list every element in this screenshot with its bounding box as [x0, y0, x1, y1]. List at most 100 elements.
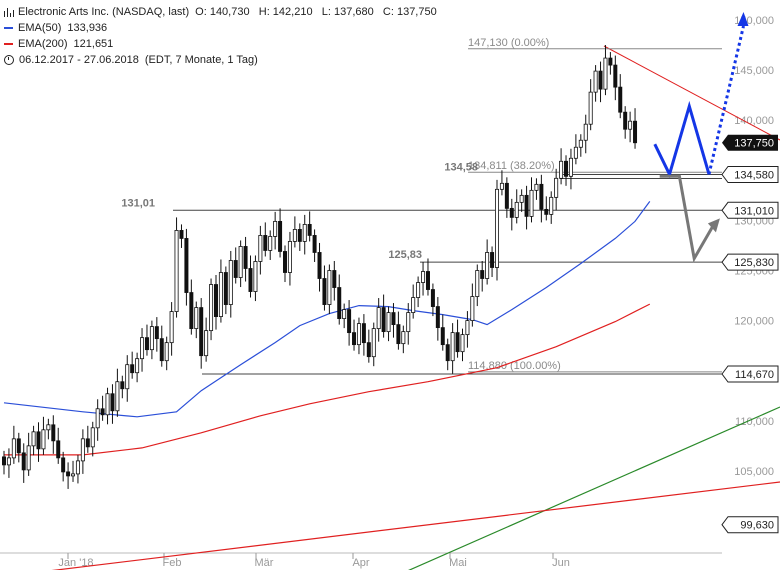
price-tag-box — [721, 365, 779, 383]
candle-body — [2, 456, 7, 466]
candle-body — [228, 260, 233, 305]
price-tag-box — [721, 253, 779, 271]
x-tick-label: Mär — [255, 557, 274, 569]
candle-body — [608, 57, 613, 66]
candle-body — [573, 146, 578, 159]
candle-body — [514, 201, 519, 218]
red-long-trendline — [39, 481, 780, 573]
candle-body — [31, 431, 36, 447]
candle-body — [194, 307, 199, 330]
candle-body — [16, 438, 21, 454]
candle-body — [140, 337, 145, 360]
candle-body — [416, 282, 421, 298]
candle-body — [317, 252, 322, 279]
ema200-line — [4, 303, 651, 456]
green-trendline — [404, 406, 780, 573]
candle-body — [613, 64, 618, 88]
chart-info: (EDT, 7 Monate, 1 Tag) — [144, 54, 258, 66]
date-range: 06.12.2017 - 27.06.2018 — [19, 54, 139, 66]
candle-body — [204, 330, 209, 357]
candle-body — [391, 312, 396, 326]
candle-body — [21, 452, 26, 471]
candle-body — [233, 260, 238, 278]
candle-body — [376, 307, 381, 330]
candle-body — [480, 270, 485, 279]
candle-body — [583, 123, 588, 141]
candle-body — [71, 473, 76, 477]
candle-body — [352, 332, 357, 346]
candle-body — [223, 272, 228, 305]
candle-body — [144, 337, 149, 351]
candle-body — [559, 160, 564, 179]
candle-body — [386, 312, 391, 333]
candle-body — [283, 251, 288, 273]
x-tick-label: Feb — [163, 557, 182, 569]
candle-body — [179, 230, 184, 239]
candle-body — [504, 182, 509, 209]
candle-body — [248, 268, 253, 292]
candle-body — [322, 278, 327, 305]
sr-label: 131,01 — [121, 197, 155, 209]
candle-body — [534, 183, 539, 191]
bearish-arrowhead — [707, 218, 720, 233]
candle-body — [120, 381, 125, 390]
candle-body — [411, 297, 416, 313]
candle-body — [396, 324, 401, 345]
candle-body — [268, 236, 273, 251]
candle-body — [75, 460, 80, 475]
candle-body — [302, 224, 307, 242]
candle-body — [475, 270, 480, 297]
price-tag-text: 131,010 — [734, 205, 774, 217]
candle-body — [11, 438, 16, 459]
candle-body — [465, 320, 470, 336]
candle-body — [307, 224, 312, 236]
ema50-value: 133,936 — [67, 22, 108, 34]
candle-body — [564, 160, 569, 177]
candle-body — [184, 238, 189, 293]
fib-level-label: 147,130 (0.00%) — [468, 37, 549, 49]
bullish-scenario-path — [653, 100, 711, 179]
candle-body — [218, 272, 223, 317]
candle-body — [440, 327, 445, 346]
ema50-label: EMA(50) — [18, 22, 62, 34]
candle-body — [36, 431, 41, 450]
red-resistance-trendline — [603, 45, 780, 141]
sr-label: 134,58 — [444, 162, 478, 174]
candle-body — [61, 457, 66, 473]
candle-body — [361, 323, 366, 344]
candle-body — [209, 284, 214, 332]
candle-body — [110, 393, 115, 412]
candle-body — [80, 438, 85, 462]
candle-body — [169, 311, 174, 344]
candle-body — [347, 309, 352, 334]
candle-body — [85, 438, 90, 448]
candle-body — [41, 429, 46, 450]
candle-body — [95, 408, 100, 429]
ohlc-values: O: 140,730 H: 142,210 L: 137,680 C: 137,… — [195, 6, 437, 18]
clock-icon — [4, 55, 14, 65]
y-tick-label: 120,000 — [734, 316, 774, 328]
y-tick-label: 105,000 — [734, 466, 774, 478]
candle-body — [238, 246, 243, 278]
candle-body — [588, 91, 593, 125]
y-tick-label: 145,000 — [734, 65, 774, 77]
candle-body — [406, 312, 411, 333]
legend-ema200-row: EMA(200) 121,651 — [4, 36, 437, 52]
candle-body — [603, 57, 608, 90]
candle-body — [213, 284, 218, 317]
candle-body — [628, 120, 633, 130]
y-tick-label: 110,000 — [735, 416, 774, 428]
candle-body — [273, 221, 278, 237]
candle-body — [174, 230, 179, 312]
ema200-label: EMA(200) — [18, 38, 68, 50]
ema50-line — [3, 201, 651, 418]
candle-body — [100, 408, 105, 416]
price-tag-text: 125,830 — [734, 257, 774, 269]
legend: Electronic Arts Inc. (NASDAQ, last) O: 1… — [4, 4, 437, 68]
instrument-title: Electronic Arts Inc. (NASDAQ, last) — [18, 6, 190, 18]
bearish-scenario-path — [659, 174, 716, 263]
candle-body — [519, 194, 524, 203]
candle-body — [485, 252, 490, 279]
candle-body — [421, 271, 426, 283]
candle-body — [287, 241, 292, 273]
